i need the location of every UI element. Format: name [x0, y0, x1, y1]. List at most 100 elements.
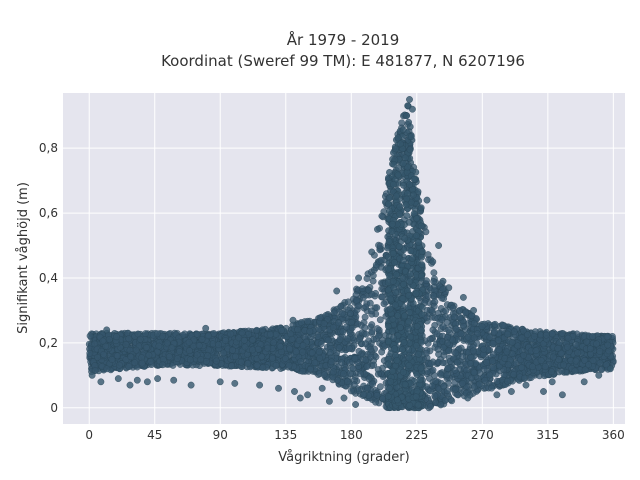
scatter-point [430, 277, 438, 285]
scatter-point [176, 348, 183, 355]
scatter-point [320, 320, 328, 327]
scatter-point [444, 339, 451, 347]
scatter-point [478, 323, 486, 330]
scatter-point [348, 319, 355, 326]
scatter-point [145, 351, 153, 359]
scatter-point [596, 347, 604, 355]
scatter-point [413, 232, 420, 240]
scatter-point [424, 292, 432, 300]
scatter-point [105, 336, 113, 343]
scatter-point [503, 348, 511, 356]
scatter-point [452, 325, 460, 333]
scatter-point [297, 358, 305, 365]
scatter-point [259, 326, 266, 334]
scatter-point [340, 370, 347, 378]
scatter-point [489, 364, 497, 371]
scatter-point [398, 119, 406, 127]
scatter-point [399, 126, 407, 134]
scatter-point [378, 348, 386, 356]
scatter-point [278, 326, 285, 334]
scatter-point [259, 364, 267, 371]
scatter-point [276, 343, 284, 350]
scatter-point [572, 357, 580, 365]
scatter-point [351, 355, 359, 362]
scatter-point [451, 386, 459, 393]
scatter-point [541, 363, 549, 370]
scatter-point [394, 171, 402, 179]
scatter-point [426, 403, 434, 410]
scatter-point [459, 379, 466, 387]
scatter-point [437, 371, 445, 379]
scatter-point [558, 367, 566, 375]
scatter-point [338, 359, 345, 367]
scatter-point [232, 353, 239, 361]
scatter-point [363, 363, 371, 371]
scatter-point [316, 354, 323, 362]
scatter-point [185, 338, 193, 346]
scatter-point [367, 353, 375, 361]
scatter-point [269, 339, 277, 346]
scatter-point [403, 212, 411, 220]
scatter-point [589, 332, 597, 340]
scatter-point [122, 341, 130, 348]
scatter-point [360, 390, 368, 398]
scatter-point [439, 285, 447, 293]
scatter-point [315, 348, 323, 356]
scatter-point [240, 336, 248, 344]
scatter-point [100, 350, 108, 358]
scatter-point [367, 307, 375, 315]
scatter-point [127, 353, 135, 361]
scatter-point [495, 346, 503, 354]
scatter-point [355, 302, 363, 310]
scatter-point [165, 353, 173, 361]
chart-title-line2: Koordinat (Sweref 99 TM): E 481877, N 62… [161, 52, 525, 70]
scatter-point [390, 259, 398, 266]
scatter-point [529, 363, 536, 371]
scatter-point [229, 346, 236, 354]
scatter-point [308, 349, 316, 357]
scatter-point [103, 365, 111, 373]
scatter-point [329, 368, 337, 376]
scatter-point [285, 361, 293, 369]
scatter-point [434, 345, 442, 353]
scatter-point [503, 377, 511, 385]
scatter-point [564, 334, 572, 342]
scatter-point [99, 337, 107, 345]
scatter-point [598, 366, 605, 374]
scatter-point [272, 330, 280, 338]
scatter-point [531, 332, 538, 340]
scatter-point [125, 335, 133, 343]
scatter-point [337, 303, 345, 311]
scatter-point [345, 345, 353, 352]
scatter-point [338, 310, 346, 317]
scatter-point [249, 346, 256, 354]
scatter-point [297, 319, 305, 326]
scatter-point [392, 271, 400, 279]
scatter-point [241, 343, 249, 351]
scatter-point [209, 340, 217, 348]
scatter-point [147, 357, 155, 365]
scatter-point [483, 359, 491, 366]
scatter-point [445, 347, 453, 355]
scatter-point [356, 335, 363, 343]
scatter-point [604, 341, 612, 349]
scatter-point [349, 365, 357, 372]
scatter-point [438, 294, 446, 302]
scatter-point [344, 335, 352, 343]
scatter-point [518, 334, 526, 342]
scatter-point [596, 359, 604, 367]
scatter-point [253, 361, 261, 369]
scatter-point [272, 362, 280, 369]
scatter-point [116, 361, 123, 369]
scatter-point [376, 316, 384, 324]
scatter-point [510, 328, 518, 336]
scatter-point [372, 398, 379, 406]
scatter-point [249, 336, 257, 344]
scatter-point [355, 347, 363, 355]
scatter-point [378, 212, 386, 220]
scatter-point [304, 317, 311, 325]
scatter-point [520, 351, 527, 359]
scatter-point [556, 339, 563, 346]
scatter-point [431, 392, 439, 400]
scatter-point [212, 357, 220, 365]
